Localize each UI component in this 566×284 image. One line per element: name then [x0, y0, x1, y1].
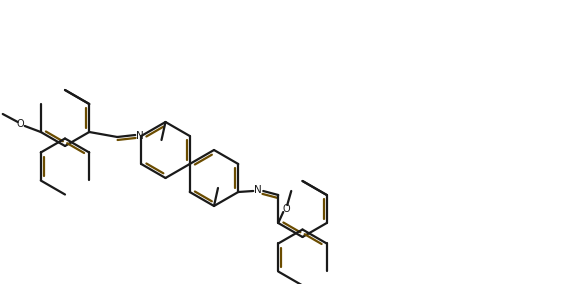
Text: N: N — [254, 185, 262, 195]
Text: N: N — [136, 131, 144, 141]
Text: O: O — [282, 204, 290, 214]
Text: O: O — [17, 119, 24, 129]
